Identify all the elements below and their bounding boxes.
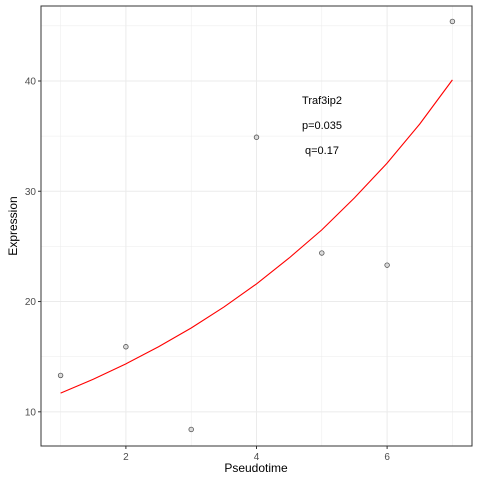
data-point: [449, 18, 456, 25]
y-tick-label: 20: [25, 297, 37, 308]
x-tick-label: 4: [254, 452, 260, 463]
annotation-q-value: q=0.17: [305, 145, 339, 157]
annotation-gene: Traf3ip2: [302, 95, 342, 107]
data-point: [319, 250, 325, 256]
y-tick-label: 30: [25, 187, 37, 198]
annotation-layer: Traf3ip2 p=0.035 q=0.17: [302, 95, 342, 157]
data-point: [188, 426, 194, 433]
data-point: [123, 344, 129, 350]
y-tick-label: 40: [25, 76, 37, 87]
grid-major: [41, 6, 472, 446]
data-point: [253, 134, 260, 140]
points-layer: [57, 18, 456, 433]
fit-layer: [60, 79, 453, 394]
ticks-layer: 2 4 6 10 20 30 40: [25, 76, 390, 463]
x-tick-label: 2: [123, 452, 129, 463]
data-point: [384, 262, 390, 268]
annotation-p-value: p=0.035: [302, 120, 342, 132]
y-tick-label: 10: [25, 407, 37, 418]
x-axis-title: Pseudotime: [224, 461, 288, 475]
data-point: [57, 372, 64, 379]
y-axis-title: Expression: [6, 196, 20, 255]
fit-curve: [60, 79, 453, 394]
x-tick-label: 6: [384, 452, 390, 463]
